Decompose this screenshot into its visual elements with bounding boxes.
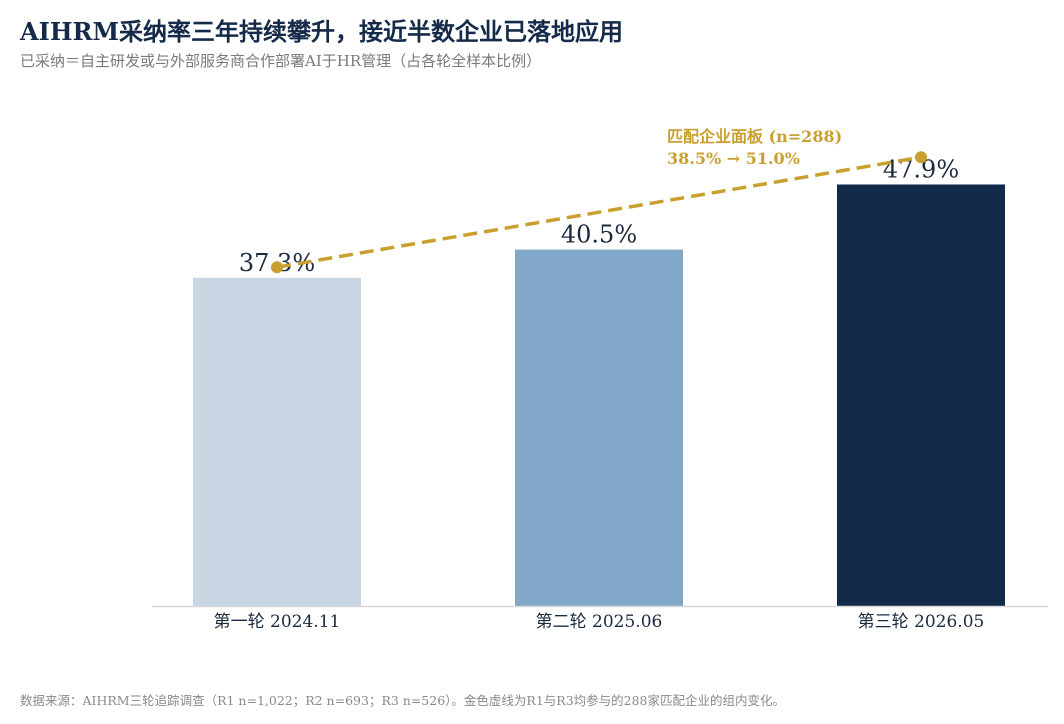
bar-1 [193, 277, 361, 606]
bar-3 [837, 184, 1005, 607]
chart-title: AIHRM采纳率三年持续攀升，接近半数企业已落地应用 [20, 17, 624, 46]
data-source-note: 数据来源：AIHRM三轮追踪调查（R1 n=1,022；R2 n=693；R3 … [20, 693, 786, 708]
panel-annotation-title: 匹配企业面板 (n=288) [667, 127, 842, 146]
panel-annotation-values: 38.5% → 51.0% [667, 149, 800, 168]
panel-trend-line [276, 155, 922, 269]
x-tick-label: 第三轮 2026.05 [858, 612, 985, 632]
chart-subtitle: 已采纳＝自主研发或与外部服务商合作部署AI于HR管理（占各轮全样本比例） [20, 52, 542, 70]
bar-2 [515, 249, 683, 606]
x-tick-label: 第一轮 2024.11 [214, 612, 341, 632]
x-tick-label: 第二轮 2025.06 [536, 612, 663, 632]
panel-point-start [271, 261, 283, 274]
panel-point-end [915, 151, 927, 164]
bar-value-label: 40.5% [561, 221, 637, 249]
